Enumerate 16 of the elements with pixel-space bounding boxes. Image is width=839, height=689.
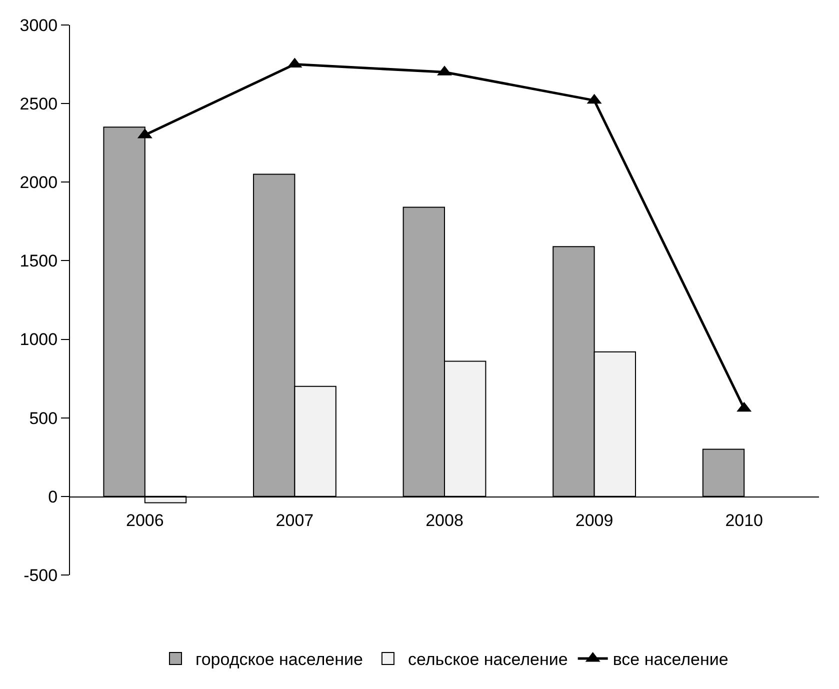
y-tick-label: 1000 — [20, 330, 58, 350]
legend-label: все население — [612, 650, 728, 670]
x-tick-label: 2008 — [426, 510, 464, 530]
y-tick-label: 2500 — [20, 94, 58, 114]
x-tick-label: 2009 — [575, 510, 614, 530]
x-tick-label: 2010 — [725, 510, 764, 530]
y-tick-label: 0 — [48, 487, 58, 506]
y-tick-label: -500 — [24, 566, 58, 585]
legend-label: сельское население — [408, 650, 568, 670]
x-tick-label: 2006 — [126, 510, 164, 530]
x-tick-label: 2007 — [276, 510, 314, 530]
legend-label: городское население — [196, 650, 363, 670]
y-tick-label: 500 — [29, 408, 58, 428]
y-tick-label: 2000 — [20, 173, 58, 192]
y-tick-label: 1500 — [20, 252, 58, 271]
y-tick-label: 3000 — [20, 16, 58, 35]
